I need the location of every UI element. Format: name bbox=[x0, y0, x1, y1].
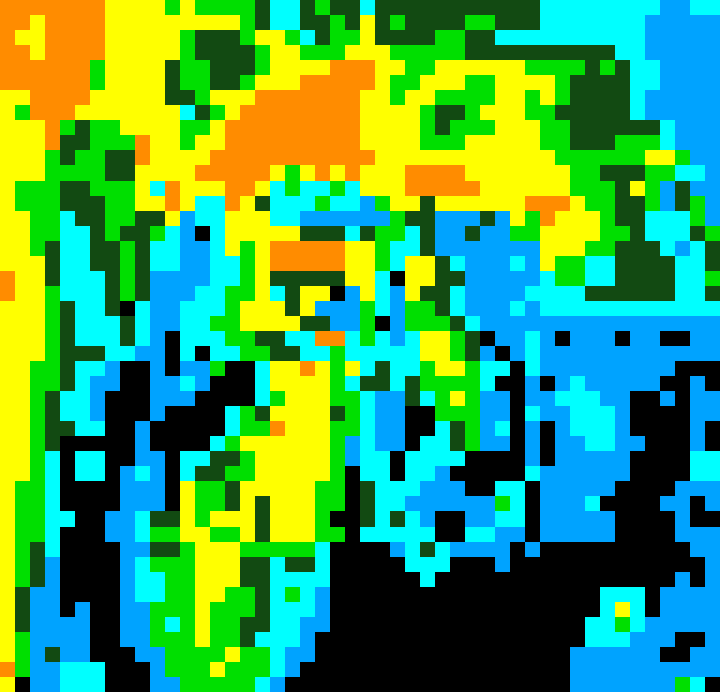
weather-map bbox=[0, 0, 720, 692]
weather-raster-canvas bbox=[0, 0, 720, 692]
